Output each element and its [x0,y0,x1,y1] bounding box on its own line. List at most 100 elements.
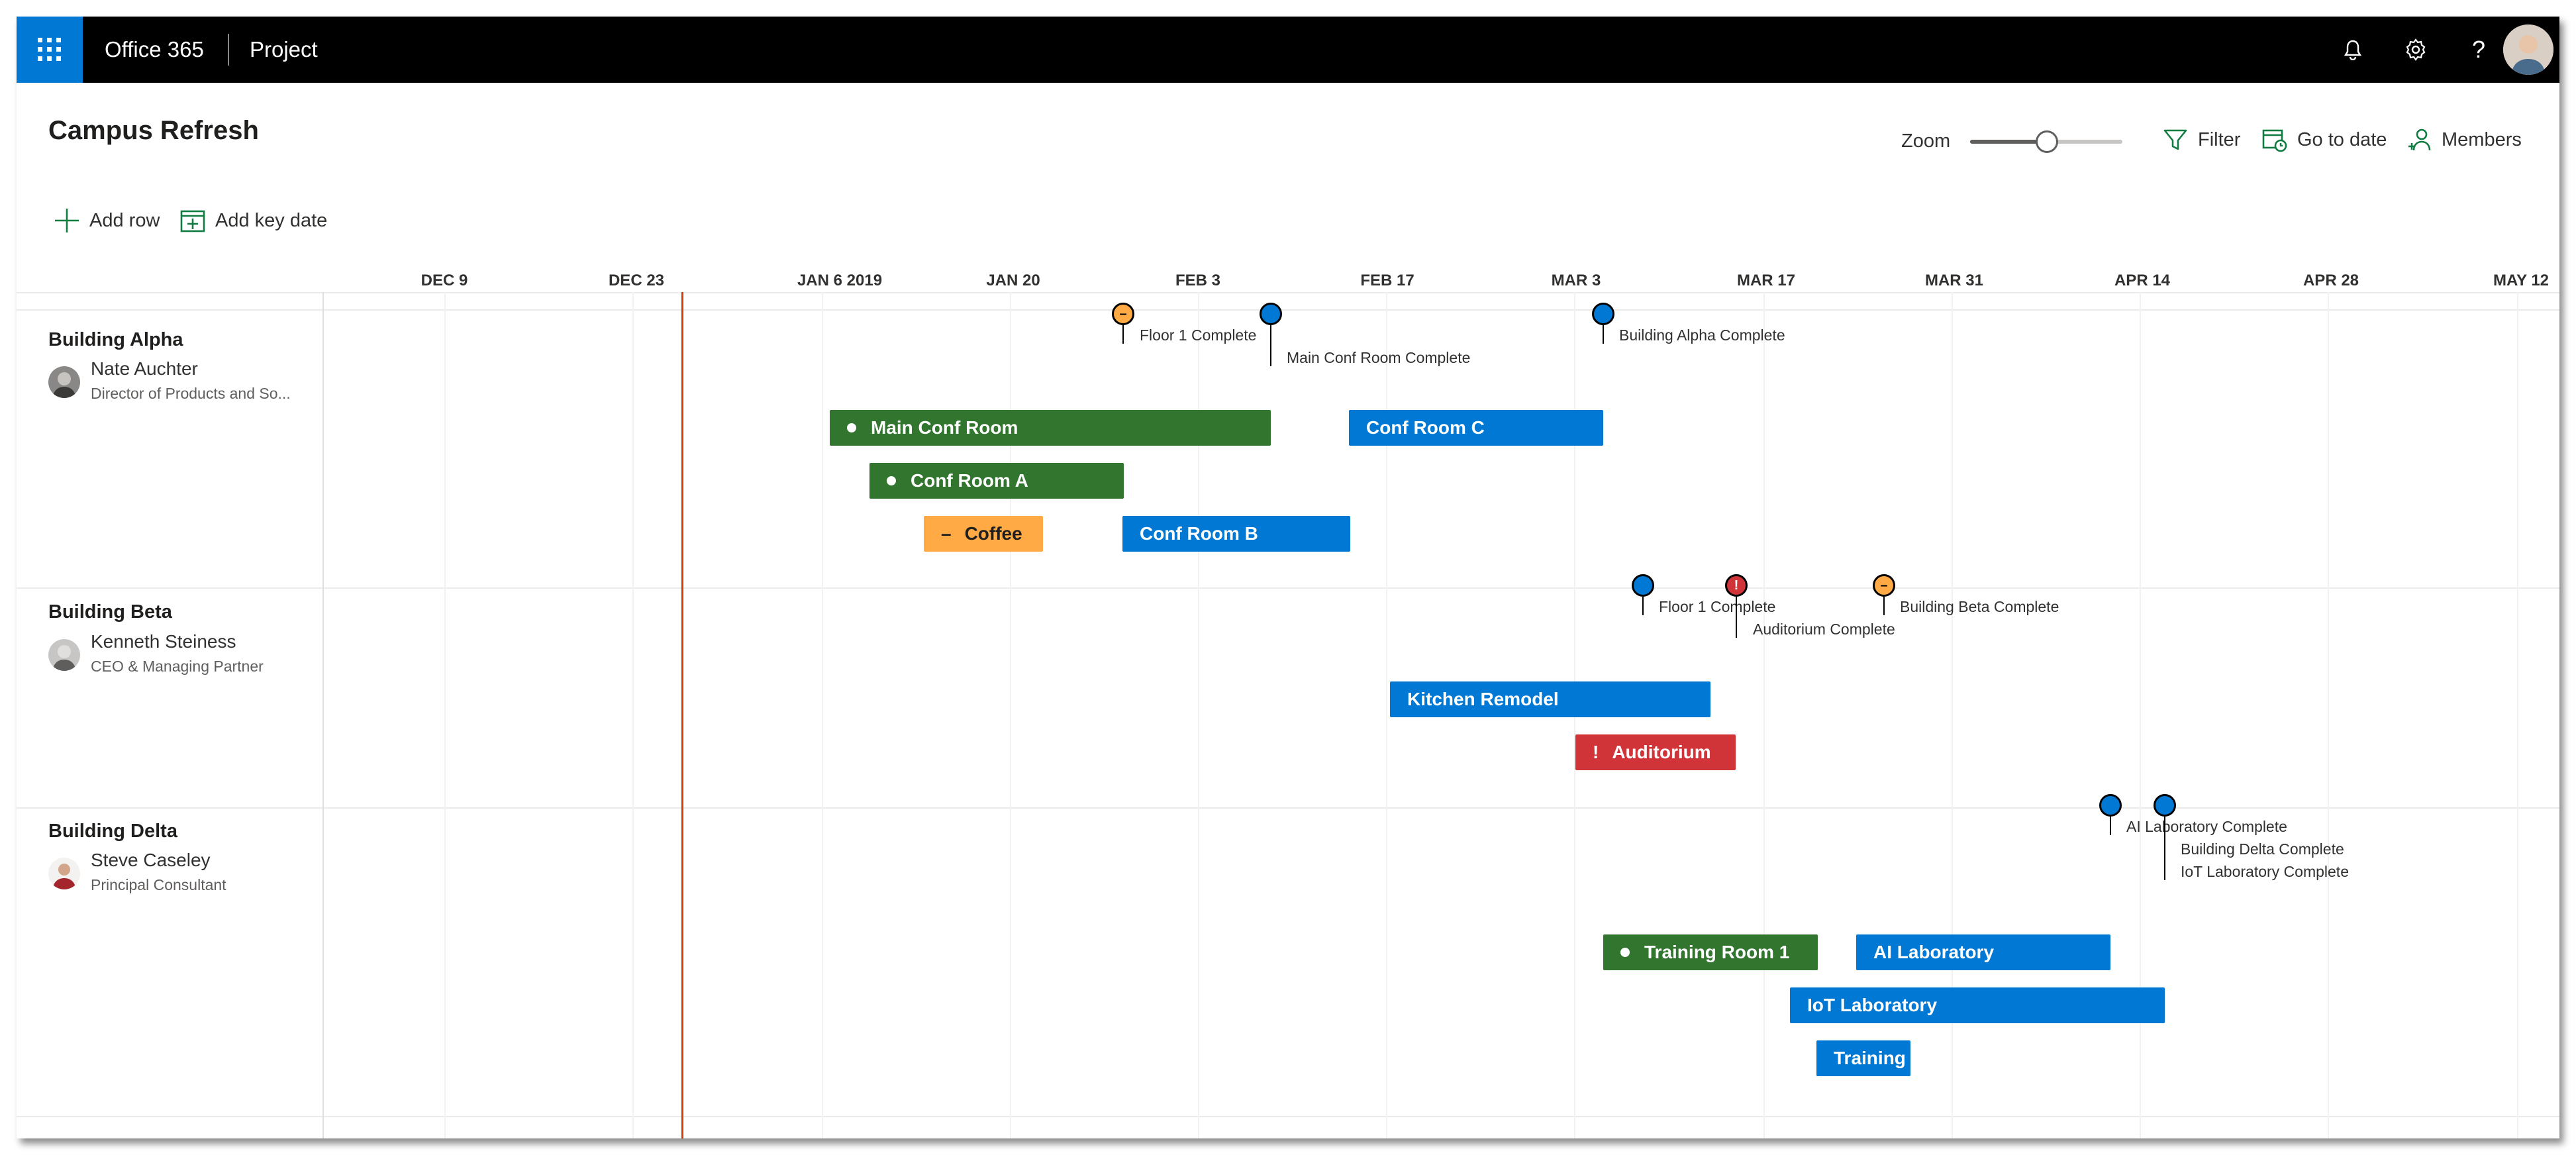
milestone-label: Floor 1 Complete [1140,326,1257,344]
milestone-pin[interactable]: ! [1725,574,1748,597]
milestone-label: Building Beta Complete [1900,598,2059,615]
office-brand-link[interactable]: Office 365 [105,37,204,62]
alert-icon: ! [1734,578,1739,593]
milestone-pin[interactable] [1632,574,1654,597]
go-to-date-button[interactable]: Go to date [2261,126,2387,153]
date-header-label: FEB 17 [1360,272,1414,289]
person-name: Steve Caseley [91,850,211,870]
task-coffee[interactable]: – Coffee [924,516,1043,552]
task-training-room-1[interactable]: Training Room 1 [1603,934,1818,970]
grid-line [1386,292,1387,1138]
milestone-stem [1122,325,1124,344]
grid-line [444,292,446,1138]
alert-icon: ! [1593,742,1599,762]
date-header-label: DEC 9 [421,272,468,289]
task-label: Conf Room B [1140,523,1258,544]
milestone-pin[interactable] [1592,303,1614,325]
milestone-pin[interactable]: – [1112,303,1134,325]
add-row-label: Add row [89,209,160,231]
task-label: Coffee [964,523,1022,544]
milestone-stem [2164,817,2165,880]
grid-line [2517,292,2518,1138]
filter-icon [2163,129,2187,150]
members-icon [2408,128,2431,151]
task-label: Auditorium [1612,742,1711,762]
milestone-pin[interactable] [1260,303,1282,325]
row-header-divider [322,292,324,1138]
members-button[interactable]: Members [2406,126,2522,153]
milestone-stem [1642,597,1644,615]
task-label: Kitchen Remodel [1407,689,1559,709]
milestone-stem [2110,817,2111,835]
avatar [48,639,80,671]
task-training-room-2[interactable]: Training Room 2 [1816,1040,1910,1076]
filter-button[interactable]: Filter [2162,126,2240,153]
waffle-icon[interactable] [17,17,83,83]
help-icon[interactable]: ? [2471,36,2486,63]
date-header-label: MAR 31 [1924,272,1984,289]
task-kitchen-remodel[interactable]: Kitchen Remodel [1390,681,1710,717]
date-header-label: MAR 17 [1736,272,1796,289]
task-label: Conf Room A [911,470,1028,491]
add-row-button[interactable]: Add row [54,207,160,234]
grid-line [17,807,2559,809]
person-role: Principal Consultant [91,876,226,893]
milestone-label: AI Laboratory Complete [2126,818,2287,835]
task-label: Main Conf Room [871,417,1018,438]
grid-line [17,309,2559,311]
today-line [681,292,683,1138]
date-header-label: JAN 20 [986,272,1040,289]
brand-divider [228,34,229,66]
user-avatar[interactable] [2503,25,2553,75]
gear-icon[interactable] [2403,36,2429,63]
dash-icon: – [1880,578,1888,593]
task-conf-room-a[interactable]: Conf Room A [869,463,1124,499]
task-label: Training Room 2 [1834,1048,1910,1068]
grid-line [1952,292,1953,1138]
milestone-label: Building Delta Complete [2181,840,2344,858]
calendar-clock-icon [2262,129,2287,152]
milestone-label: Auditorium Complete [1753,621,1895,638]
task-ai-laboratory[interactable]: AI Laboratory [1856,934,2110,970]
row-title: Building Alpha [48,329,183,350]
suite-bar: Office 365 Project ? [17,17,2559,83]
task-conf-room-c[interactable]: Conf Room C [1349,410,1603,446]
task-label: Conf Room C [1366,417,1485,438]
task-conf-room-b[interactable]: Conf Room B [1122,516,1350,552]
grid-line [2328,292,2329,1138]
date-header-label: DEC 23 [608,272,665,289]
plan-title: Campus Refresh [48,116,259,145]
person-role: Director of Products and So... [91,385,291,402]
milestone-pin[interactable] [2154,794,2176,817]
zoom-slider-thumb[interactable] [2036,130,2058,153]
row-title: Building Delta [48,821,177,842]
milestone-pin[interactable] [2099,794,2122,817]
milestone-label: IoT Laboratory Complete [2181,863,2349,880]
milestone-stem [1883,597,1885,615]
add-key-date-button[interactable]: Add key date [179,207,327,234]
date-header-label: FEB 3 [1175,272,1221,289]
task-auditorium[interactable]: ! Auditorium [1575,734,1736,770]
avatar [48,858,80,889]
task-iot-laboratory[interactable]: IoT Laboratory [1790,987,2165,1023]
zoom-label: Zoom [1901,130,1951,152]
app-name-link[interactable]: Project [250,37,318,62]
dash-icon: – [1119,307,1127,321]
date-header-label: MAR 3 [1551,272,1601,289]
zoom-slider[interactable] [1970,130,2122,153]
project-window: Office 365 Project ? Campus Refresh Zoom… [17,17,2559,1138]
date-header-label: APR 28 [2303,272,2359,289]
grid-line [1763,292,1765,1138]
dash-icon: – [941,523,952,544]
milestone-stem [1270,325,1271,366]
go-to-date-label: Go to date [2297,128,2387,150]
bell-icon[interactable] [2340,36,2366,63]
milestone-pin[interactable]: – [1873,574,1895,597]
date-header-label: JAN 6 2019 [797,272,883,289]
milestone-label: Floor 1 Complete [1659,598,1776,615]
person-name: Nate Auchter [91,358,198,379]
in-progress-dot-icon [1620,948,1630,957]
grid-line [822,292,823,1138]
task-main-conf-room[interactable]: Main Conf Room [830,410,1271,446]
milestone-stem [1603,325,1604,344]
